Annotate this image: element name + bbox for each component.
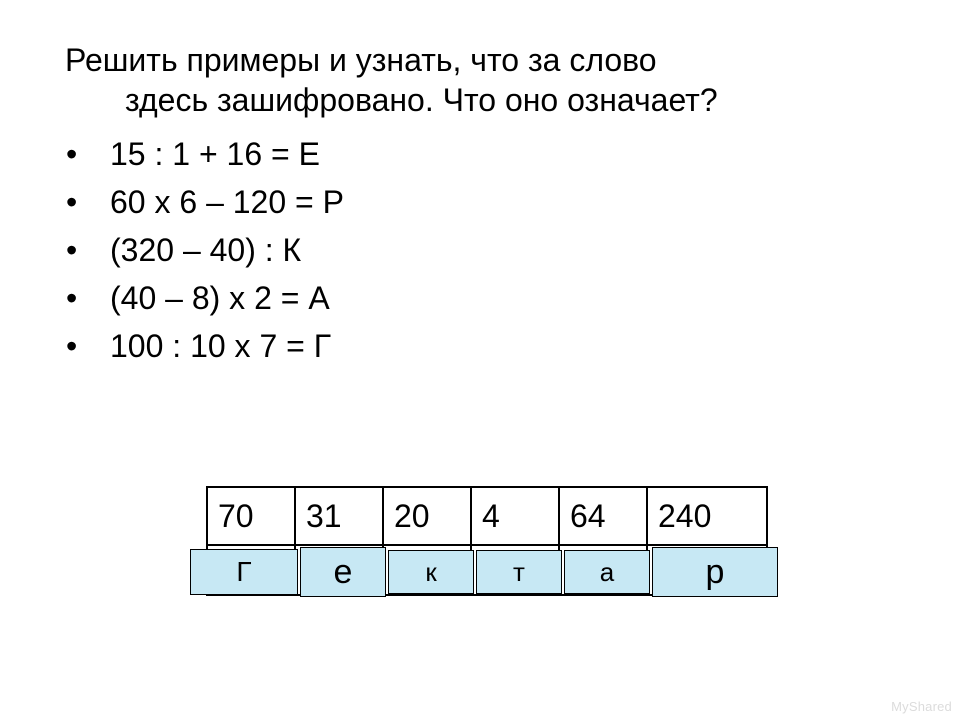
table-cell: 31 (295, 487, 383, 545)
bullet-list: 15 : 1 + 16 = Е 60 х 6 – 120 = Р (320 – … (60, 130, 900, 370)
table-row: 70 31 20 4 64 240 (207, 487, 767, 545)
title-line-1: Решить примеры и узнать, что за слово (65, 40, 900, 80)
table-cell: 20 (383, 487, 471, 545)
bullet-item: 60 х 6 – 120 = Р (66, 178, 900, 226)
bullet-item: 100 : 10 х 7 = Г (66, 322, 900, 370)
bullet-item: 15 : 1 + 16 = Е (66, 130, 900, 178)
table-cell: 64 (559, 487, 647, 545)
watermark: MyShared (891, 699, 952, 714)
letter-box: р (652, 547, 778, 597)
letter-box: е (300, 547, 386, 597)
table-cell: 4 (471, 487, 559, 545)
bullet-item: (40 – 8) х 2 = А (66, 274, 900, 322)
letter-box: а (564, 550, 650, 594)
title-line-2: здесь зашифровано. Что оно означает? (65, 80, 900, 120)
table-cell: 240 (647, 487, 767, 545)
letter-box: к (388, 550, 474, 594)
letter-box: т (476, 550, 562, 594)
title-block: Решить примеры и узнать, что за слово зд… (60, 40, 900, 120)
slide: Решить примеры и узнать, что за слово зд… (0, 0, 960, 720)
table-cell: 70 (207, 487, 295, 545)
letter-box: Г (190, 549, 298, 595)
bullet-item: (320 – 40) : К (66, 226, 900, 274)
